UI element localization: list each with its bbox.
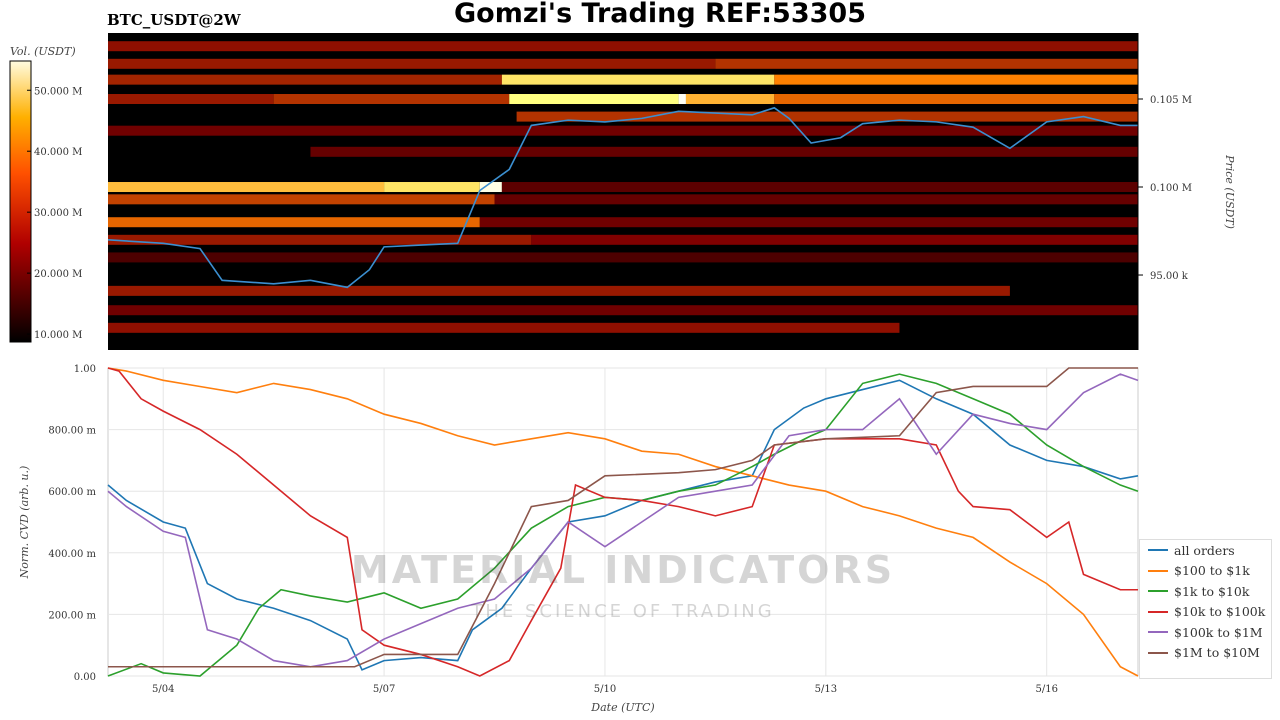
price-tick-label: 0.105 M — [1150, 95, 1192, 106]
y-axis-label: Norm. CVD (arb. u.) — [18, 466, 31, 580]
legend-label: $100k to $1M — [1174, 624, 1263, 640]
price-tick-label: 95.00 k — [1150, 271, 1189, 282]
colorbar-tick-label: 40.000 M — [34, 147, 82, 158]
chart-title: Gomzi's Trading REF:53305 — [453, 0, 866, 29]
heatmap-cell — [108, 322, 900, 333]
heatmap-cell — [108, 217, 480, 228]
y-tick-label: 200.00 m — [48, 610, 96, 621]
series-line--1m-to-10m — [108, 367, 1138, 668]
heatmap-cell — [108, 305, 1138, 316]
legend-label: $10k to $100k — [1174, 604, 1266, 620]
legend-item: $1M to $10M — [1140, 643, 1265, 664]
heatmap-cell — [501, 182, 1138, 193]
legend-swatch — [1148, 549, 1168, 552]
legend-label: $1k to $10k — [1174, 583, 1250, 599]
colorbar-tick-label: 10.000 M — [34, 330, 82, 341]
legend-swatch — [1148, 569, 1168, 572]
x-tick-label: 5/04 — [152, 684, 174, 695]
y-tick-label: 400.00 m — [48, 549, 96, 560]
series-line-all-orders — [107, 379, 1139, 671]
cvd-panel: 0.00 200.00 m 400.00 m 600.00 m 800.00 m 1.00… — [18, 364, 1139, 714]
price-tick-label: 0.100 M — [1150, 183, 1192, 194]
watermark-logo: MATERIAL INDICATORS THE SCIENCE OF TRADI… — [351, 548, 895, 622]
heatmap-cell — [108, 94, 274, 105]
heatmap-cell — [108, 252, 1138, 263]
legend-item: all orders — [1140, 540, 1265, 561]
x-tick-label: 5/10 — [594, 684, 616, 695]
watermark-brand: MATERIAL INDICATORS — [351, 548, 895, 592]
x-tick-label: 5/07 — [373, 684, 395, 695]
colorbar-label: Vol. (USDT) — [10, 45, 76, 58]
heatmap-cell — [774, 74, 1138, 85]
watermark-tagline: THE SCIENCE OF TRADING — [470, 601, 774, 622]
price-line — [107, 106, 1138, 289]
y-tick-label: 0.00 — [74, 672, 96, 683]
legend-item: $100k to $1M — [1140, 622, 1265, 643]
pair-label: BTC_USDT@2W — [107, 11, 241, 29]
heatmap-cell — [384, 182, 480, 193]
legend-item: $100 to $1k — [1140, 561, 1265, 582]
heatmap-cell — [516, 111, 1138, 122]
legend-item: $1k to $10k — [1140, 581, 1265, 602]
heatmap-cell — [108, 58, 716, 69]
legend-swatch — [1148, 651, 1168, 654]
x-axis-label: Date (UTC) — [590, 701, 654, 714]
colorbar-gradient — [9, 60, 32, 343]
heatmap-cell — [108, 41, 1138, 52]
price-axis-label: Price (USDT) — [1223, 154, 1236, 229]
heatmap-cell — [501, 74, 775, 85]
colorbar-tick-label: 30.000 M — [34, 208, 82, 219]
colorbar-tick-label: 50.000 M — [34, 86, 82, 97]
series-line--100-to-1k — [107, 367, 1139, 677]
heatmap-cell — [531, 234, 1138, 245]
legend-item: $10k to $100k — [1140, 602, 1265, 623]
colorbar-tick-label: 20.000 M — [34, 269, 82, 280]
heatmap-cell — [479, 182, 502, 193]
heatmap-cell — [108, 125, 1138, 136]
heatmap-cell — [310, 146, 1138, 157]
legend-label: all orders — [1174, 542, 1235, 558]
x-tick-label: 5/16 — [1035, 684, 1057, 695]
x-tick-label: 5/13 — [815, 684, 837, 695]
series-line--10k-to-100k — [107, 367, 1138, 677]
heatmap-cell — [108, 194, 495, 205]
legend: all orders $100 to $1k $1k to $10k $10k to … — [1139, 539, 1273, 679]
heatmap-cell — [108, 74, 502, 85]
heatmap-cell — [479, 217, 1139, 228]
heatmap-cell — [273, 94, 510, 105]
legend-swatch — [1148, 631, 1168, 634]
heatmap-cell — [715, 58, 1138, 69]
y-tick-label: 1.00 — [74, 364, 96, 375]
legend-label: $100 to $1k — [1174, 563, 1250, 579]
heatmap-cell — [108, 234, 532, 245]
heatmap-panel: 95.00 k 0.100 M 0.105 M Price (USDT) — [107, 33, 1236, 350]
legend-swatch — [1148, 610, 1168, 613]
heatmap-cell — [108, 285, 1010, 296]
y-tick-label: 800.00 m — [48, 426, 96, 437]
legend-swatch — [1148, 590, 1168, 593]
legend-label: $1M to $10M — [1174, 645, 1260, 661]
heatmap-cell — [685, 94, 775, 105]
heatmap-cell — [678, 94, 686, 105]
colorbar: Vol. (USDT) 10.000 M 20.000 M 30.000 M 40.00… — [9, 45, 82, 343]
heatmap-cell — [509, 94, 679, 105]
y-tick-label: 600.00 m — [48, 487, 96, 498]
series-line--100k-to-1m — [107, 373, 1139, 668]
heatmap-cell — [108, 182, 385, 193]
heatmap-cell — [774, 94, 1138, 105]
cvd-plot-area — [107, 367, 1139, 677]
heatmap-cell — [494, 194, 1138, 205]
